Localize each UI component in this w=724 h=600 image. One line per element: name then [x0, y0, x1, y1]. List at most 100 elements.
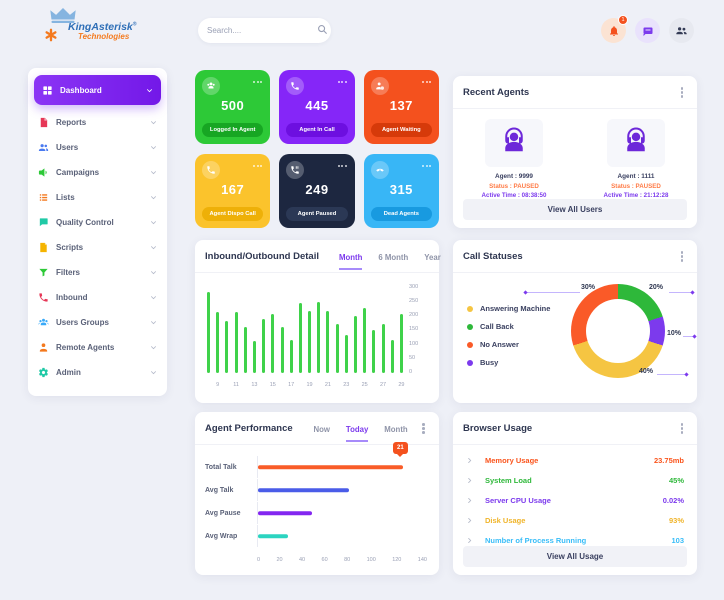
list-icon	[38, 192, 49, 203]
x-tick-slot: 11	[233, 382, 239, 389]
usage-rows: Memory Usage 23.75mb System Load 45% Server …	[453, 445, 697, 551]
chart-bar	[335, 323, 339, 373]
ellipsis-icon[interactable]	[337, 165, 347, 167]
chart-bar	[243, 326, 247, 373]
sidebar-item-quality-control[interactable]: Quality Control	[28, 210, 167, 235]
chart-bar	[252, 341, 256, 373]
y-tick-label: 100	[409, 340, 419, 347]
tab-today[interactable]: Today	[345, 423, 369, 443]
usage-row-number-of-process-running[interactable]: Number of Process Running 103	[453, 531, 697, 551]
search-icon[interactable]	[317, 22, 328, 40]
kebab-menu-icon[interactable]	[677, 249, 688, 264]
x-tick-slot	[372, 382, 375, 389]
y-tick-label: 300	[409, 284, 419, 290]
chat-icon[interactable]	[635, 18, 660, 43]
sidebar-item-lists[interactable]: Lists	[28, 185, 167, 210]
performance-rows: Total Talk Avg Talk Avg Pause Avg Wrap	[205, 456, 427, 547]
performance-bar	[258, 465, 403, 469]
tab-now[interactable]: Now	[313, 423, 329, 442]
sidebar-item-inbound[interactable]: Inbound	[28, 285, 167, 310]
stat-card-dead-agents[interactable]: 315 Dead Agents	[363, 154, 439, 228]
legend-item-call-back[interactable]: Call Back	[467, 322, 550, 331]
performance-bar-track	[257, 502, 427, 524]
stat-card-logged-in-agent[interactable]: 500 Logged In Agent	[195, 70, 271, 144]
sidebar-item-label: Campaigns	[56, 168, 100, 177]
tab-month[interactable]: Month	[384, 423, 407, 442]
sidebar-item-filters[interactable]: Filters	[28, 260, 167, 285]
tab-year[interactable]: Year	[424, 251, 440, 270]
sidebar-item-remote-agents[interactable]: Remote Agents	[28, 335, 167, 360]
stat-label-button[interactable]: Dead Agents	[370, 207, 432, 221]
legend-item-busy[interactable]: Busy	[467, 358, 550, 367]
users-icon[interactable]	[669, 18, 694, 43]
usage-label: Disk Usage	[485, 516, 526, 525]
stat-label-button[interactable]: Agent Paused	[286, 207, 348, 221]
sidebar-item-users[interactable]: Users	[28, 135, 167, 160]
sidebar-item-scripts[interactable]: Scripts	[28, 235, 167, 260]
sidebar-item-reports[interactable]: Reports	[28, 110, 167, 135]
gear-icon	[38, 367, 49, 378]
callout-line	[683, 336, 695, 337]
agent-performance-card: Agent Performance Now Today Month Total Ta…	[195, 412, 439, 575]
x-tick-label: 9	[216, 382, 220, 388]
stat-label-button[interactable]: Agent In Call	[286, 123, 348, 137]
agent-cell[interactable]: Agent : 9999 Status : PAUSED Active Time :…	[464, 118, 564, 201]
donut-percent-label: 40%	[639, 368, 654, 375]
stat-card-agent-waiting[interactable]: 137 Agent Waiting	[363, 70, 439, 144]
view-all-usage-button[interactable]: View All Usage	[463, 546, 687, 567]
sidebar-item-label: Remote Agents	[56, 343, 115, 352]
usage-row-server-cpu-usage[interactable]: Server CPU Usage 0.02%	[453, 491, 697, 511]
sidebar-item-campaigns[interactable]: Campaigns	[28, 160, 167, 185]
usage-value: 103	[671, 536, 684, 545]
agents-group-icon	[202, 77, 220, 95]
chevron-down-icon	[150, 119, 157, 126]
stat-card-agent-dispo-call[interactable]: 167 Agent Dispo Call	[195, 154, 271, 228]
legend-item-answering-machine[interactable]: Answering Machine	[467, 304, 550, 313]
search-input[interactable]	[207, 26, 317, 35]
agent-cell[interactable]: Agent : 1111 Status : PAUSED Active Time :…	[586, 118, 686, 201]
sidebar-item-dashboard[interactable]: Dashboard	[34, 75, 161, 105]
legend-label: Busy	[480, 358, 499, 367]
stat-label-button[interactable]: Logged In Agent	[202, 123, 264, 137]
usage-label: Server CPU Usage	[485, 496, 551, 505]
report-icon	[38, 117, 49, 128]
usage-row-disk-usage[interactable]: Disk Usage 93%	[453, 511, 697, 531]
usage-row-system-load[interactable]: System Load 45%	[453, 471, 697, 491]
performance-row-avg-talk: Avg Talk	[205, 479, 427, 501]
chat-bubble-icon	[38, 217, 49, 228]
view-all-users-button[interactable]: View All Users	[463, 199, 687, 220]
kebab-menu-icon[interactable]	[677, 85, 688, 100]
chevron-down-icon	[150, 344, 157, 351]
recent-agents-card: Recent Agents Agent : 9999 Status : PAUSE…	[453, 76, 697, 228]
stat-card-agent-in-call[interactable]: 445 Agent In Call	[279, 70, 355, 144]
tab-month[interactable]: Month	[338, 251, 363, 271]
usage-row-memory-usage[interactable]: Memory Usage 23.75mb	[453, 451, 697, 471]
stat-label-button[interactable]: Agent Dispo Call	[202, 207, 264, 221]
phone-dispo-icon	[202, 161, 220, 179]
ellipsis-icon[interactable]	[422, 165, 431, 167]
notification-bell-icon[interactable]: 1	[601, 15, 628, 43]
chart-bar	[216, 312, 220, 373]
chart-bar	[234, 312, 238, 373]
kebab-menu-icon[interactable]	[418, 421, 429, 436]
ellipsis-icon[interactable]	[337, 81, 347, 83]
file-icon	[38, 242, 49, 253]
inbound-outbound-title: Inbound/Outbound Detail	[205, 250, 319, 262]
ellipsis-icon[interactable]	[253, 165, 263, 167]
logo[interactable]: KingAsterisk® Technologies	[36, 6, 136, 56]
performance-category-label: Total Talk	[205, 463, 237, 471]
stat-card-agent-paused[interactable]: 249 Agent Paused	[279, 154, 355, 228]
legend-item-no-answer[interactable]: No Answer	[467, 340, 550, 349]
kebab-menu-icon[interactable]	[677, 421, 688, 436]
stat-label-button[interactable]: Agent Waiting	[370, 123, 432, 137]
sidebar-item-label: Reports	[56, 118, 87, 127]
sidebar-item-admin[interactable]: Admin	[28, 360, 167, 385]
ellipsis-icon[interactable]	[422, 81, 431, 83]
agent-headset-icon	[499, 125, 529, 160]
chart-bar	[308, 310, 312, 373]
ellipsis-icon[interactable]	[253, 81, 263, 83]
tab-6-month[interactable]: 6 Month	[378, 251, 408, 270]
performance-category-label: Avg Talk	[205, 486, 234, 494]
sidebar-item-users-groups[interactable]: Users Groups	[28, 310, 167, 335]
x-tick-label: 60	[321, 557, 328, 563]
